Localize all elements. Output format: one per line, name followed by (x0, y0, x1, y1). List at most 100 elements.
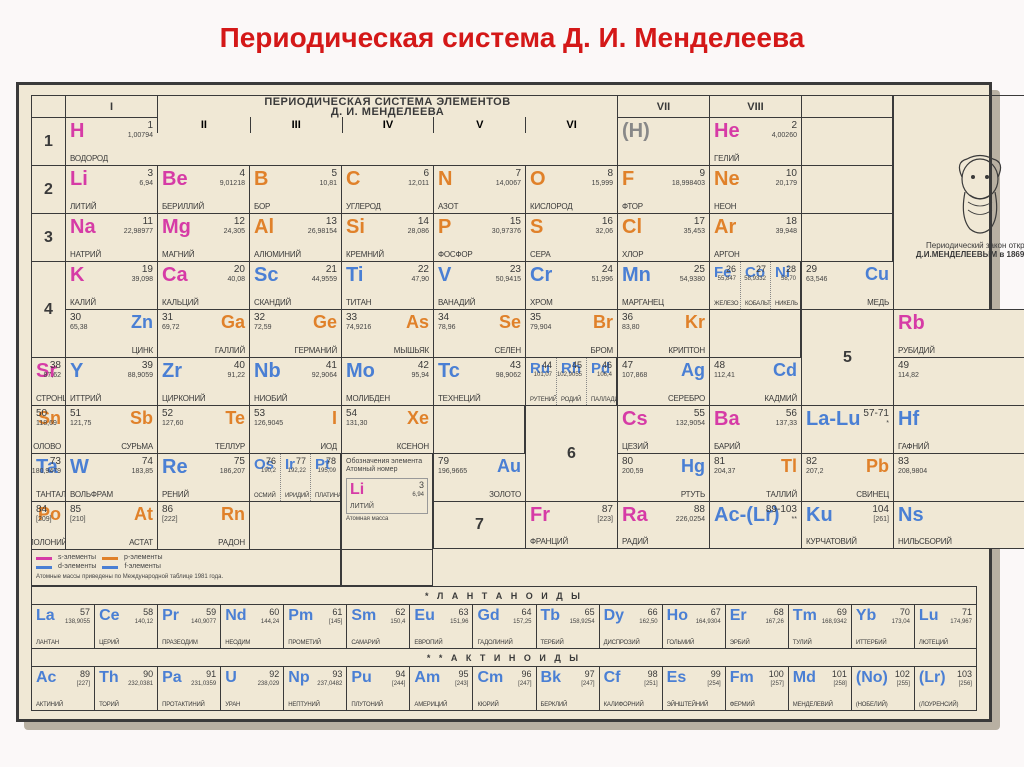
element-Pb: Pb 82 207,2 СВИНЕЦ (801, 453, 893, 501)
period-5: 5 (801, 309, 893, 405)
element-Cm: Cm 96 [247] КЮРИЙ (472, 666, 535, 710)
element-Np: Np 93 237,0482 НЕПТУНИЙ (283, 666, 346, 710)
element-Al: Al 13 26,98154 АЛЮМИНИЙ (249, 213, 341, 261)
element-K: K 19 39,098 КАЛИЙ (65, 261, 157, 309)
group-viii-triple: Fe2655,847ЖЕЛЕЗОCo2758,9332КОБАЛЬТNi2858… (709, 261, 801, 309)
element-No: (No) 102 [255] (НОБЕЛИЙ) (851, 666, 914, 710)
element-Ho: Ho 67 164,9304 ГОЛЬМИЙ (662, 604, 725, 648)
element-Rh: Rh45102,9055РОДИЙ (556, 358, 586, 405)
element-P: P 15 30,97376 ФОСФОР (433, 213, 525, 261)
element-Ge: Ge 32 72,59 ГЕРМАНИЙ (249, 309, 341, 357)
element-Ce: Ce 58 140,12 ЦЕРИЙ (94, 604, 157, 648)
table-title: ПЕРИОДИЧЕСКАЯ СИСТЕМА ЭЛЕМЕНТОВД. И. МЕН… (157, 95, 617, 117)
element-Co: Co2758,9332КОБАЛЬТ (740, 262, 770, 309)
element-Tl: Tl 81 204,37 ТАЛЛИЙ (709, 453, 801, 501)
empty-cell (433, 405, 525, 453)
element-Dy: Dy 66 162,50 ДИСПРОЗИЙ (599, 604, 662, 648)
element-Rn: Rn 86 [222] РАДОН (157, 501, 249, 549)
element-Cf: Cf 98 [251] КАЛИФОРНИЙ (599, 666, 662, 710)
element-Lu: Lu 71 174,967 ЛЮТЕЦИЙ (914, 604, 977, 648)
actinides-row: Ac 89 [227] АКТИНИЙ Th 90 232,0381 ТОРИЙ… (31, 666, 977, 711)
element-Sn: Sn 50 118,69 ОЛОВО (31, 405, 65, 453)
element-Re: Re 75 186,207 РЕНИЙ (157, 453, 249, 501)
element-At: At 85 [210] АСТАТ (65, 501, 157, 549)
element-Bk: Bk 97 [247] БЕРКЛИЙ (536, 666, 599, 710)
group-VIII-b (801, 95, 893, 117)
period-3: 3 (31, 213, 65, 261)
element-Ne: Ne 10 20,179 НЕОН (709, 165, 801, 213)
element-N: N 7 14,0067 АЗОТ (433, 165, 525, 213)
element-Na: Na 11 22,98977 НАТРИЙ (65, 213, 157, 261)
element-Pt: Pt78195,09ПЛАТИНА (310, 454, 340, 501)
element-Br: Br 35 79,904 БРОМ (525, 309, 617, 357)
element-Si: Si 14 28,086 КРЕМНИЙ (341, 213, 433, 261)
element-Xe: Xe 54 131,30 КСЕНОН (341, 405, 433, 453)
element-Pm: Pm 61 [145] ПРОМЕТИЙ (283, 604, 346, 648)
fill (341, 549, 433, 586)
element-Lr: (Lr) 103 [256] (ЛОУРЕНСИЙ) (914, 666, 977, 710)
element-Zn: Zn 30 65,38 ЦИНК (65, 309, 157, 357)
empty-cell (801, 213, 893, 261)
element-Cl: Cl 17 35,453 ХЛОР (617, 213, 709, 261)
element-B: B 5 10,81 БОР (249, 165, 341, 213)
element-Ru: Ru44101,07РУТЕНИЙ (526, 358, 556, 405)
element-S: S 16 32,06 СЕРА (525, 213, 617, 261)
element-Bi: Bi 83 208,9804 ВИСМУТ (893, 453, 1024, 501)
element-Au: Au 79 196,9665 ЗОЛОТО (433, 453, 525, 501)
element-Zr: Zr 40 91,22 ЦИРКОНИЙ (157, 357, 249, 405)
element-Ar: Ar 18 39,948 АРГОН (709, 213, 801, 261)
element-Sc: Sc 21 44,9559 СКАНДИЙ (249, 261, 341, 309)
slide-title: Периодическая система Д. И. Менделеева (0, 22, 1024, 54)
mendeleev-portrait: Периодический закон открытД.И.МЕНДЕЛЕЕВЫ… (893, 95, 1024, 309)
element-Rb: Rb 37 85,4678 РУБИДИЙ (893, 309, 1024, 357)
element-Tb: Tb 65 158,9254 ТЕРБИЙ (536, 604, 599, 648)
element-Ta: Ta 73 180,9479 ТАНТАЛ (31, 453, 65, 501)
legend-key: Обозначения элемента Атомный номер Li 3 … (341, 453, 433, 549)
element-H: H 1 1,00794 ВОДОРОД (65, 117, 157, 165)
element-Hg: Hg 80 200,59 РТУТЬ (617, 453, 709, 501)
element-Be: Be 4 9,01218 БЕРИЛЛИЙ (157, 165, 249, 213)
element-Eu: Eu 63 151,96 ЕВРОПИЙ (409, 604, 472, 648)
portrait-icon (935, 147, 1024, 237)
element-Ag: Ag 47 107,868 СЕРЕБРО (617, 357, 709, 405)
element-I: I 53 126,9045 ИОД (249, 405, 341, 453)
empty-cell (249, 501, 341, 549)
element-Ku: Ku 104 [261] КУРЧАТОВИЙ (801, 501, 893, 549)
group-viii-triple: Os76190,2ОСМИЙIr77192,22ИРИДИЙPt78195,09… (249, 453, 341, 501)
group-viii-triple: Ru44101,07РУТЕНИЙRh45102,9055РОДИЙPd4610… (525, 357, 617, 405)
element-Y: Y 39 88,9059 ИТТРИЙ (65, 357, 157, 405)
element-Fr: Fr 87 [223] ФРАНЦИЙ (525, 501, 617, 549)
actinides-label: * * А К Т И Н О И Д Ы (31, 648, 977, 666)
element-Mg: Mg 12 24,305 МАГНИЙ (157, 213, 249, 261)
element-Ni: Ni2858,70НИКЕЛЬ (770, 262, 800, 309)
element-LaLu: La-Lu 57-71 * (801, 405, 893, 453)
element-Os: Os76190,2ОСМИЙ (250, 454, 280, 501)
corner (31, 95, 65, 117)
element-Fm: Fm 100 [257] ФЕРМИЙ (725, 666, 788, 710)
period-4: 4 (31, 261, 65, 357)
element-Fe: Fe2655,847ЖЕЛЕЗО (710, 262, 740, 309)
element-Pu: Pu 94 [244] ПЛУТОНИЙ (346, 666, 409, 710)
element-Sm: Sm 62 150,4 САМАРИЙ (346, 604, 409, 648)
element-Th: Th 90 232,0381 ТОРИЙ (94, 666, 157, 710)
empty-cell (709, 309, 801, 357)
element-Ns: Ns 105 [261] НИЛЬСБОРИЙ (893, 501, 1024, 549)
element-Ac: Ac 89 [227] АКТИНИЙ (31, 666, 94, 710)
element-U: U 92 238,029 УРАН (220, 666, 283, 710)
lanthanides-row: La 57 138,9055 ЛАНТАН Ce 58 140,12 ЦЕРИЙ… (31, 604, 977, 648)
element-O: O 8 15,999 КИСЛОРОД (525, 165, 617, 213)
element-Ca: Ca 20 40,08 КАЛЬЦИЙ (157, 261, 249, 309)
element-V: V 23 50,9415 ВАНАДИЙ (433, 261, 525, 309)
element-Er: Er 68 167,26 ЭРБИЙ (725, 604, 788, 648)
element-C: C 6 12,011 УГЛЕРОД (341, 165, 433, 213)
periodic-table: IПЕРИОДИЧЕСКАЯ СИСТЕМА ЭЛЕМЕНТОВД. И. МЕ… (16, 82, 992, 722)
element-As: As 33 74,9216 МЫШЬЯК (341, 309, 433, 357)
element-Sb: Sb 51 121,75 СУРЬМА (65, 405, 157, 453)
group-VII: VII (617, 95, 709, 117)
element-Am: Am 95 [243] АМЕРИЦИЙ (409, 666, 472, 710)
element-Tm: Tm 69 168,9342 ТУЛИЙ (788, 604, 851, 648)
element-Cs: Cs 55 132,9054 ЦЕЗИЙ (617, 405, 709, 453)
period-2: 2 (31, 165, 65, 213)
element-La: La 57 138,9055 ЛАНТАН (31, 604, 94, 648)
element-Gd: Gd 64 157,25 ГАДОЛИНИЙ (472, 604, 535, 648)
